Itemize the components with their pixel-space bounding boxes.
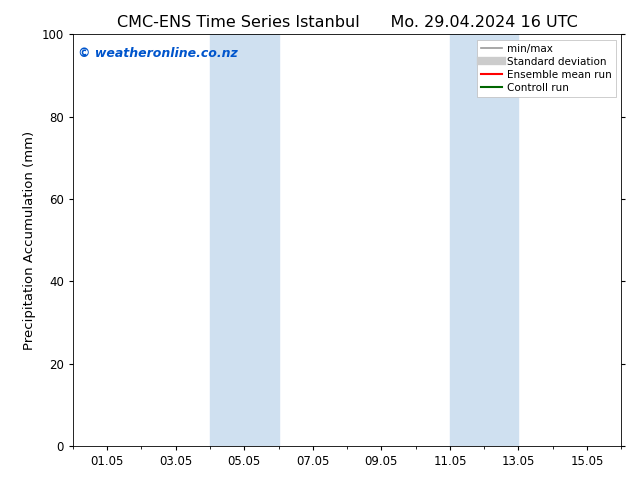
Y-axis label: Precipitation Accumulation (mm): Precipitation Accumulation (mm) [23,130,36,350]
Legend: min/max, Standard deviation, Ensemble mean run, Controll run: min/max, Standard deviation, Ensemble me… [477,40,616,97]
Bar [210,34,278,446]
Text: © weatheronline.co.nz: © weatheronline.co.nz [79,47,238,60]
Bar [450,34,519,446]
Title: CMC-ENS Time Series Istanbul      Mo. 29.04.2024 16 UTC: CMC-ENS Time Series Istanbul Mo. 29.04.2… [117,15,578,30]
